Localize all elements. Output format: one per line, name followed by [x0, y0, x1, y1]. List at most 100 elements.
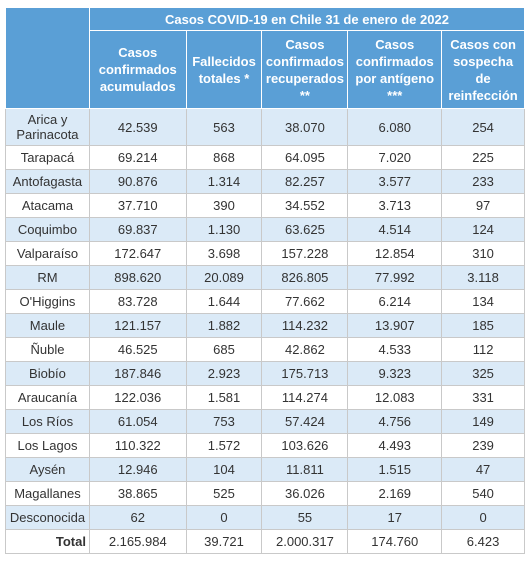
value-cell: 233 [441, 169, 525, 194]
value-cell: 868 [185, 145, 263, 170]
total-label: Total [5, 529, 90, 554]
value-cell: 77.992 [347, 265, 443, 290]
value-cell: 12.946 [88, 457, 187, 482]
value-cell: 97 [441, 193, 525, 218]
column-header: Casos confirmados acumulados [88, 30, 187, 109]
value-cell: 122.036 [88, 385, 187, 410]
table-row: Maule 121.157 1.882 114.232 13.907 185 [5, 313, 525, 338]
value-cell: 239 [441, 433, 525, 458]
region-cell: Desconocida [5, 505, 90, 530]
value-cell: 17 [347, 505, 443, 530]
value-cell: 325 [441, 361, 525, 386]
region-cell: Antofagasta [5, 169, 90, 194]
value-cell: 77.662 [261, 289, 349, 314]
value-cell: 540 [441, 481, 525, 506]
table-body: Arica y Parinacota 42.539 563 38.070 6.080 25… [5, 108, 525, 554]
value-cell: 225 [441, 145, 525, 170]
region-cell: Los Lagos [5, 433, 90, 458]
value-cell: 62 [88, 505, 187, 530]
value-cell: 42.539 [88, 108, 187, 146]
value-cell: 82.257 [261, 169, 349, 194]
value-cell: 390 [185, 193, 263, 218]
value-cell: 0 [441, 505, 525, 530]
value-cell: 124 [441, 217, 525, 242]
value-cell: 3.713 [347, 193, 443, 218]
table-row: Aysén 12.946 104 11.811 1.515 47 [5, 457, 525, 482]
value-cell: 11.811 [261, 457, 349, 482]
value-cell: 63.625 [261, 217, 349, 242]
table-row: Coquimbo 69.837 1.130 63.625 4.514 124 [5, 217, 525, 242]
value-cell: 69.837 [88, 217, 187, 242]
total-row: Total 2.165.984 39.721 2.000.317 174.760 6.42… [5, 529, 525, 554]
value-cell: 563 [185, 108, 263, 146]
table-row: Antofagasta 90.876 1.314 82.257 3.577 233 [5, 169, 525, 194]
value-cell: 38.865 [88, 481, 187, 506]
table-row: Biobío 187.846 2.923 175.713 9.323 325 [5, 361, 525, 386]
region-cell: Coquimbo [5, 217, 90, 242]
value-cell: 7.020 [347, 145, 443, 170]
value-cell: 104 [185, 457, 263, 482]
value-cell: 64.095 [261, 145, 349, 170]
value-cell: 175.713 [261, 361, 349, 386]
value-cell: 3.577 [347, 169, 443, 194]
value-cell: 38.070 [261, 108, 349, 146]
value-cell: 57.424 [261, 409, 349, 434]
region-cell: Arica y Parinacota [5, 108, 90, 146]
table-row: Tarapacá 69.214 868 64.095 7.020 225 [5, 145, 525, 170]
value-cell: 6.080 [347, 108, 443, 146]
table-row: Los Lagos 110.322 1.572 103.626 4.493 239 [5, 433, 525, 458]
table-row: Magallanes 38.865 525 36.026 2.169 540 [5, 481, 525, 506]
value-cell: 12.854 [347, 241, 443, 266]
value-cell: 121.157 [88, 313, 187, 338]
region-cell: Ñuble [5, 337, 90, 362]
value-cell: 37.710 [88, 193, 187, 218]
value-cell: 310 [441, 241, 525, 266]
value-cell: 13.907 [347, 313, 443, 338]
region-cell: Magallanes [5, 481, 90, 506]
table-row: Ñuble 46.525 685 42.862 4.533 112 [5, 337, 525, 362]
total-value: 174.760 [347, 529, 443, 554]
column-header: Casos con sospecha de reinfección [441, 30, 525, 109]
value-cell: 898.620 [88, 265, 187, 290]
total-value: 39.721 [185, 529, 263, 554]
table-row: Valparaíso 172.647 3.698 157.228 12.854 310 [5, 241, 525, 266]
region-cell: Atacama [5, 193, 90, 218]
value-cell: 1.515 [347, 457, 443, 482]
table-row: Araucanía 122.036 1.581 114.274 12.083 331 [5, 385, 525, 410]
value-cell: 112 [441, 337, 525, 362]
value-cell: 1.572 [185, 433, 263, 458]
value-cell: 4.533 [347, 337, 443, 362]
value-cell: 185 [441, 313, 525, 338]
column-header: Casos confirmados por antígeno *** [347, 30, 443, 109]
value-cell: 46.525 [88, 337, 187, 362]
table-row: O'Higgins 83.728 1.644 77.662 6.214 134 [5, 289, 525, 314]
value-cell: 36.026 [261, 481, 349, 506]
table-row: Desconocida 62 0 55 17 0 [5, 505, 525, 530]
value-cell: 134 [441, 289, 525, 314]
total-value: 6.423 [441, 529, 525, 554]
value-cell: 1.581 [185, 385, 263, 410]
total-value: 2.000.317 [261, 529, 349, 554]
value-cell: 254 [441, 108, 525, 146]
value-cell: 47 [441, 457, 525, 482]
value-cell: 6.214 [347, 289, 443, 314]
value-cell: 187.846 [88, 361, 187, 386]
region-cell: Los Ríos [5, 409, 90, 434]
value-cell: 4.493 [347, 433, 443, 458]
value-cell: 4.756 [347, 409, 443, 434]
region-cell: Araucanía [5, 385, 90, 410]
value-cell: 149 [441, 409, 525, 434]
table-head: Casos COVID-19 en Chile 31 de enero de 2… [5, 7, 526, 109]
value-cell: 753 [185, 409, 263, 434]
total-value: 2.165.984 [88, 529, 187, 554]
region-cell: Valparaíso [5, 241, 90, 266]
value-cell: 114.274 [261, 385, 349, 410]
value-cell: 12.083 [347, 385, 443, 410]
value-cell: 1.882 [185, 313, 263, 338]
table-row: Los Ríos 61.054 753 57.424 4.756 149 [5, 409, 525, 434]
value-cell: 114.232 [261, 313, 349, 338]
value-cell: 4.514 [347, 217, 443, 242]
value-cell: 20.089 [185, 265, 263, 290]
value-cell: 55 [261, 505, 349, 530]
